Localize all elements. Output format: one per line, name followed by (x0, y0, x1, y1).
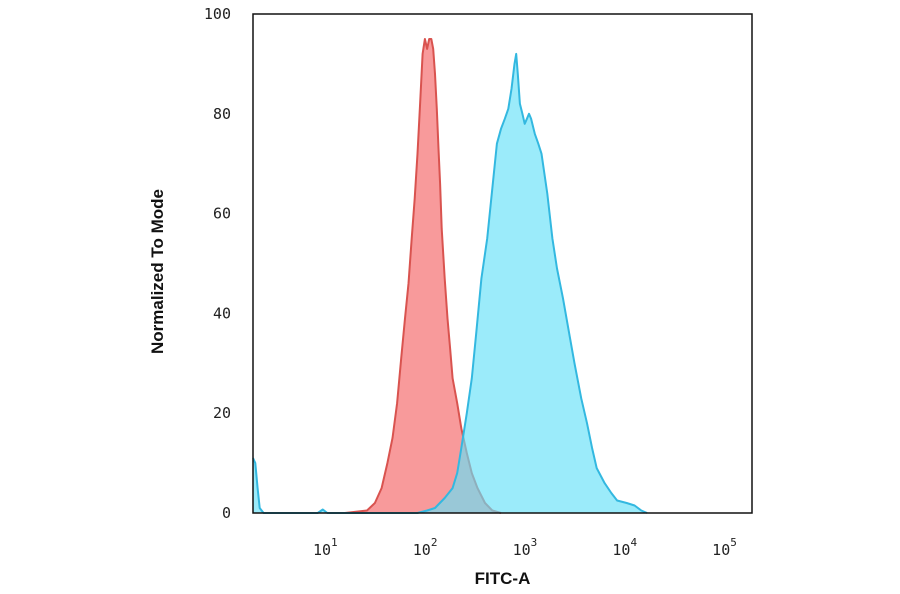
x-axis-title: FITC-A (475, 569, 531, 588)
x-tick-label: 103 (513, 536, 538, 559)
y-axis-title: Normalized To Mode (148, 189, 167, 354)
histogram-red-control-area (344, 39, 501, 513)
x-tick-label: 102 (413, 536, 438, 559)
x-tick-label: 101 (313, 536, 338, 559)
x-tick-exponent: 5 (730, 536, 737, 549)
y-tick-label: 40 (213, 304, 231, 322)
x-tick-base: 10 (712, 541, 730, 559)
y-tick-label: 20 (213, 404, 231, 422)
y-tick-label: 100 (204, 5, 231, 23)
x-axis: 101 102 103 104 105 (313, 536, 737, 559)
x-tick-exponent: 4 (630, 536, 637, 549)
histogram-blue-sample-area (253, 53, 648, 514)
series-layer (252, 38, 648, 514)
x-tick-label: 105 (712, 536, 737, 559)
y-tick-label: 0 (222, 504, 231, 522)
x-tick-exponent: 1 (331, 536, 338, 549)
y-axis: 0 20 40 60 80 100 (204, 5, 231, 522)
x-tick-base: 10 (413, 541, 431, 559)
histogram-blue-sample-outline (252, 52, 648, 514)
x-tick-base: 10 (612, 541, 630, 559)
histogram-red-control-outline (344, 38, 502, 514)
y-tick-label: 60 (213, 205, 231, 223)
x-tick-base: 10 (513, 541, 531, 559)
y-tick-label: 80 (213, 105, 231, 123)
x-tick-exponent: 2 (431, 536, 438, 549)
x-tick-exponent: 3 (531, 536, 538, 549)
x-tick-label: 104 (612, 536, 637, 559)
plot-frame (252, 13, 753, 514)
x-tick-base: 10 (313, 541, 331, 559)
